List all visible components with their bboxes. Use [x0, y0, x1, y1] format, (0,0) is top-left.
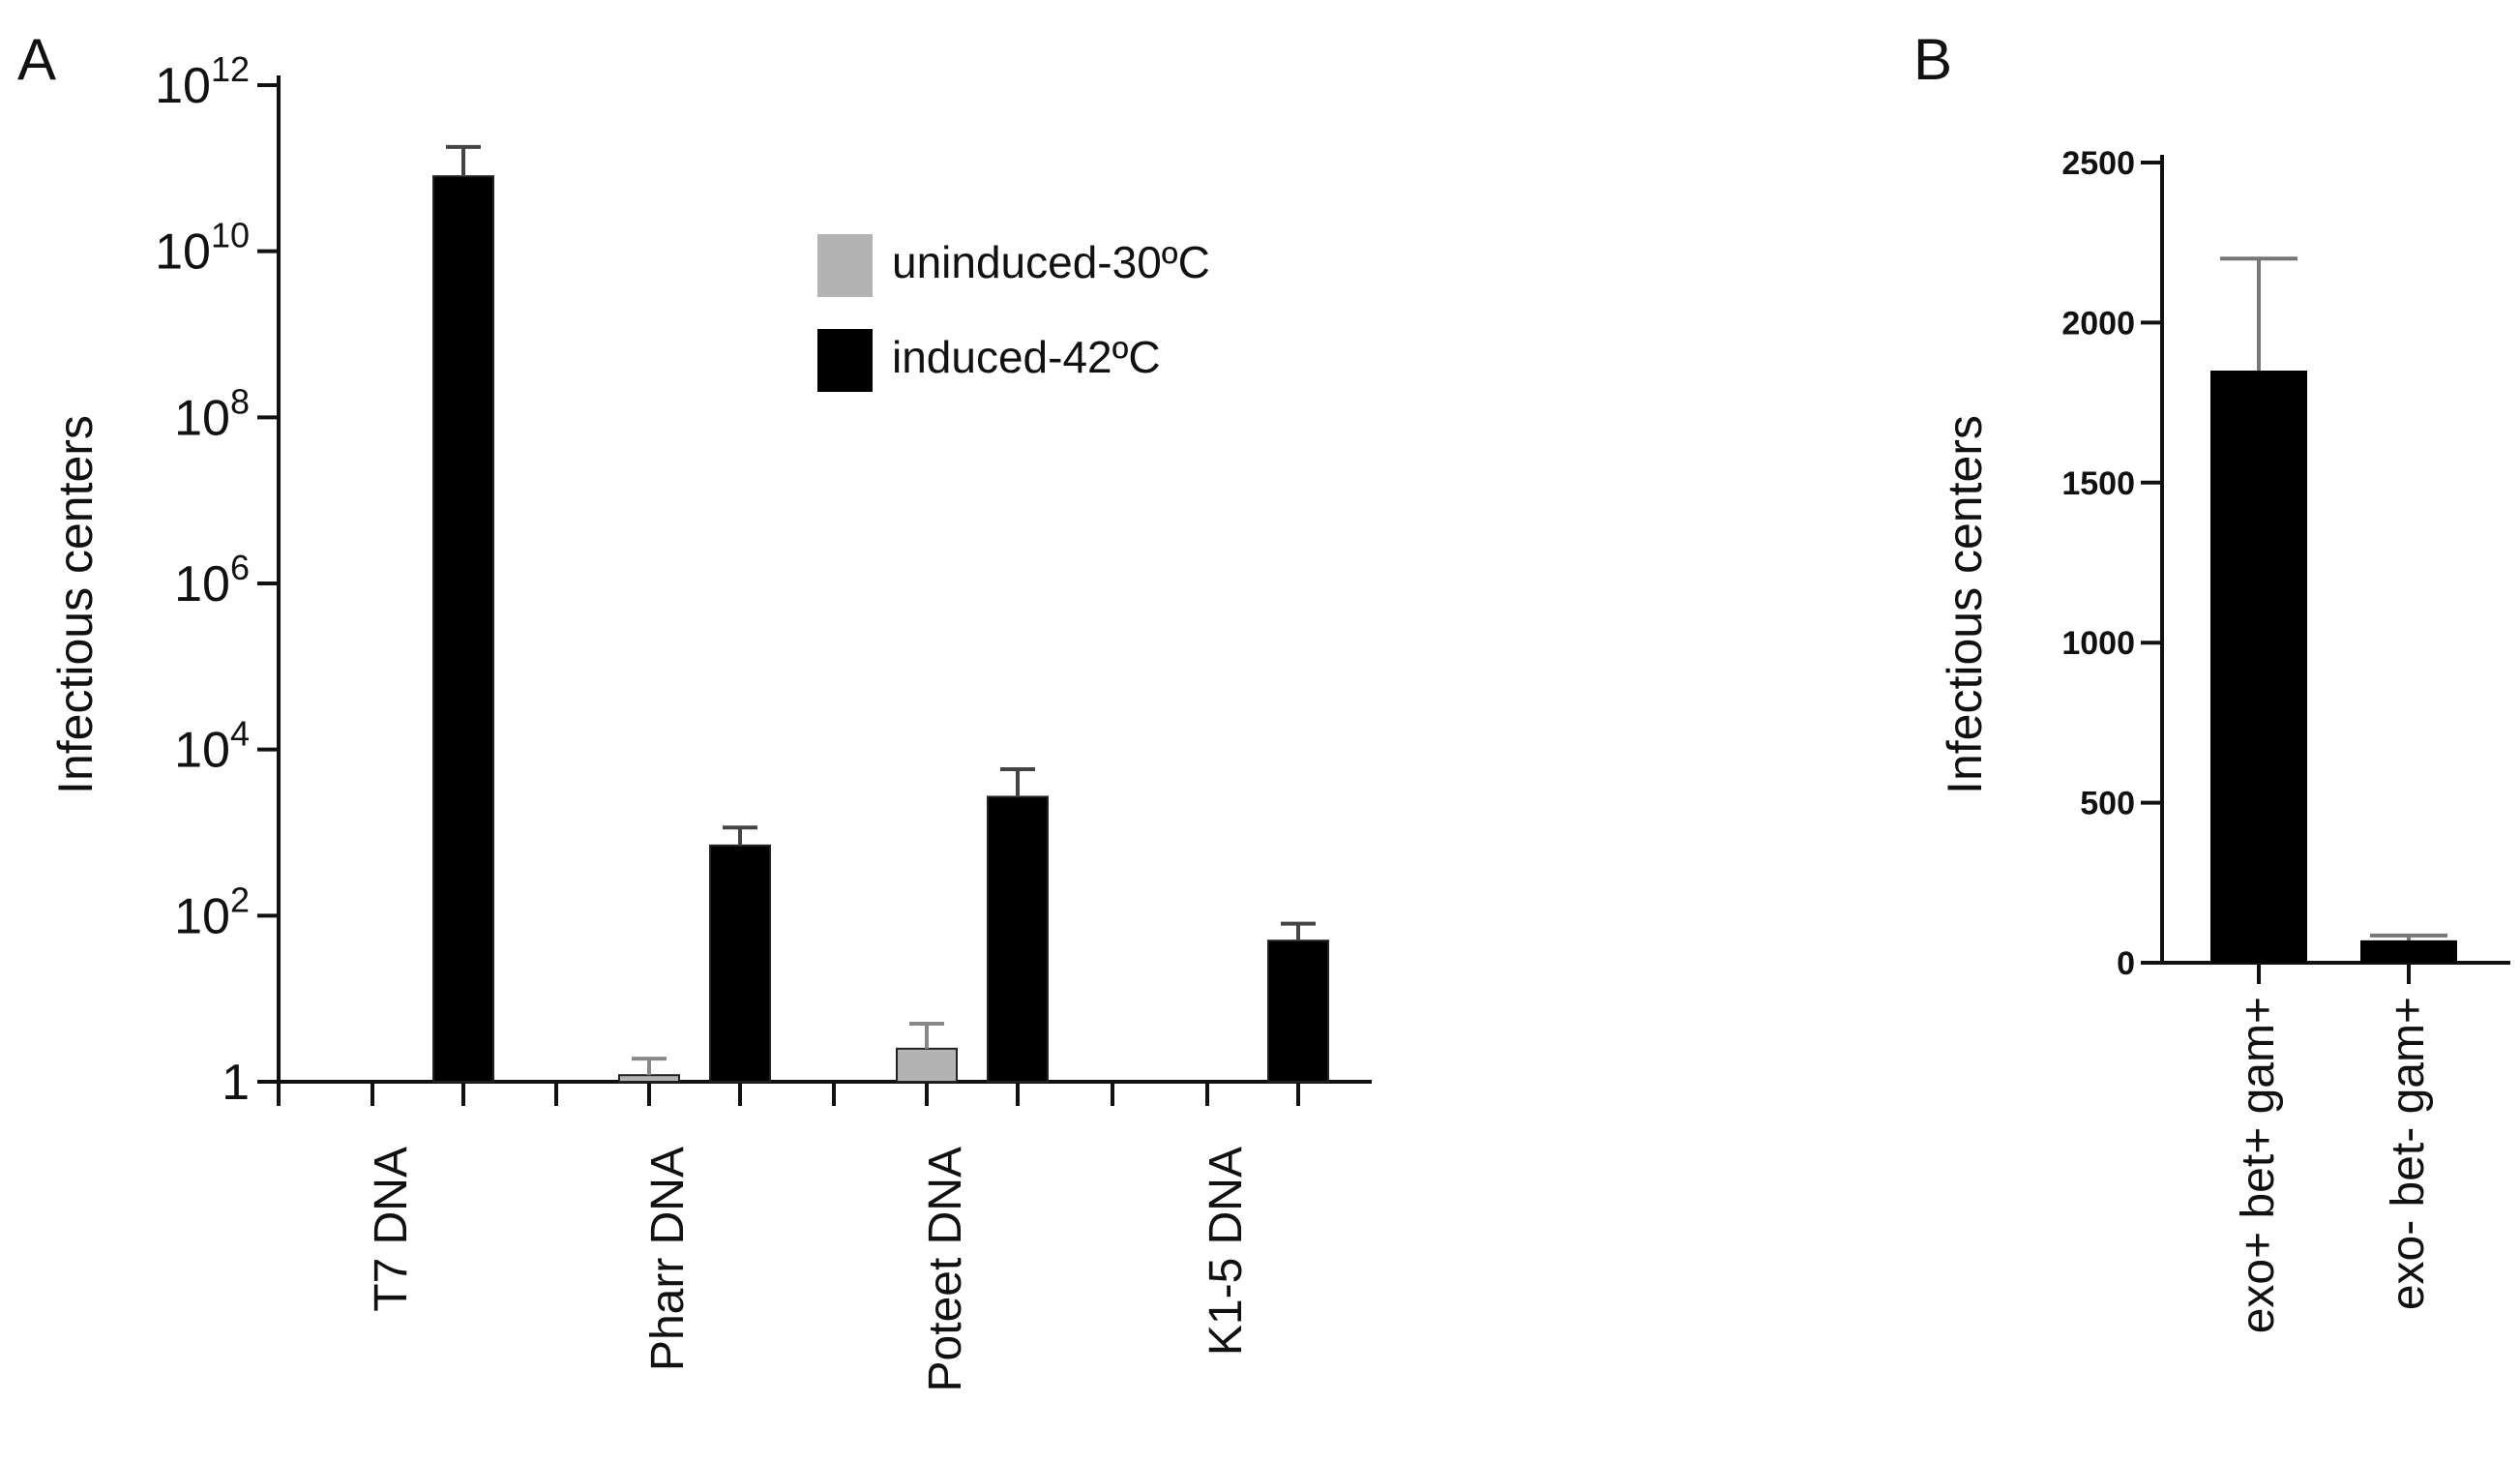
panel-a-y-tick-label: 1010 — [155, 216, 250, 281]
panel-a-x-tick-label: T7 DNA — [366, 1147, 417, 1312]
bar-uninduced — [618, 1074, 680, 1084]
panel-b-y-tick-label: 1500 — [2061, 465, 2135, 502]
bar — [2360, 940, 2457, 963]
panel-b-bars — [2210, 256, 2457, 984]
panel-b-y-axis: 0 500 1000 1500 2000 2500 — [2061, 145, 2510, 982]
legend-label-uninduced: uninduced-30ºC — [892, 237, 1210, 287]
bar-induced — [709, 844, 771, 1084]
panel-a-label: A — [17, 27, 56, 92]
panel-b-y-tick-label: 1000 — [2061, 625, 2135, 662]
panel-a-x-tick-label: Poteet DNA — [920, 1147, 971, 1391]
panel-a-y-tick-label: 102 — [174, 880, 250, 944]
bar-induced — [1267, 940, 1329, 1084]
tick-base: 10 — [174, 390, 230, 446]
legend-label-induced: induced-42ºC — [892, 332, 1161, 382]
tick-exponent: 6 — [230, 548, 250, 587]
tick-exponent: 10 — [211, 216, 250, 255]
panel-b-y-tick-label: 0 — [2117, 945, 2135, 982]
panel-a: A Infectious centers 1102104106108101010… — [17, 27, 1372, 1391]
panel-b-label: B — [1913, 27, 1952, 92]
tick-base: 10 — [155, 224, 211, 281]
tick-exponent: 4 — [230, 714, 250, 754]
legend-swatch-uninduced — [817, 234, 873, 297]
tick-exponent: 8 — [230, 381, 250, 421]
bar-induced — [432, 175, 494, 1084]
panel-a-x-tick-label: Pharr DNA — [642, 1147, 694, 1371]
panel-b-y-tick-label: 2500 — [2061, 145, 2135, 182]
panel-b-x-tick-label: exo- bet- gam+ — [2383, 997, 2434, 1310]
bar-uninduced — [896, 1047, 958, 1084]
panel-a-y-tick-label: 108 — [174, 381, 250, 446]
tick-exponent: 12 — [211, 49, 250, 89]
panel-a-y-tick-label: 1012 — [155, 49, 250, 114]
panel-a-x-tick-label: K1-5 DNA — [1201, 1147, 1252, 1356]
tick-base: 10 — [174, 556, 230, 612]
panel-b-y-tick-label: 500 — [2080, 786, 2135, 822]
tick-base: 10 — [174, 888, 230, 944]
panel-a-y-tick-label: 104 — [174, 714, 250, 779]
panel-b-x-axis: exo+ bet+ gam+ exo- bet- gam+ — [2233, 997, 2434, 1333]
legend-swatch-induced — [817, 329, 873, 392]
bar-induced — [987, 795, 1049, 1083]
panel-a-y-tick-label: 106 — [174, 548, 250, 612]
panel-a-x-axis: T7 DNA Pharr DNA Poteet DNA K1-5 DNA — [366, 1147, 1252, 1391]
panel-b: B Infectious centers 0 500 1000 1500 2000 250… — [1913, 27, 2510, 1333]
panel-a-y-tick-label: 1 — [222, 1055, 250, 1111]
panel-a-bars — [277, 144, 1329, 1106]
panel-b-y-tick-label: 2000 — [2061, 305, 2135, 342]
tick-base: 10 — [174, 723, 230, 779]
tick-base: 10 — [155, 58, 211, 114]
tick-base: 1 — [222, 1055, 250, 1111]
bar — [2210, 371, 2307, 963]
panel-b-x-tick-label: exo+ bet+ gam+ — [2233, 997, 2284, 1333]
panel-b-y-axis-label: Infectious centers — [1938, 415, 1992, 794]
panel-a-y-axis-label: Infectious centers — [48, 415, 103, 794]
legend: uninduced-30ºC induced-42ºC — [817, 234, 1210, 392]
tick-exponent: 2 — [230, 880, 250, 919]
